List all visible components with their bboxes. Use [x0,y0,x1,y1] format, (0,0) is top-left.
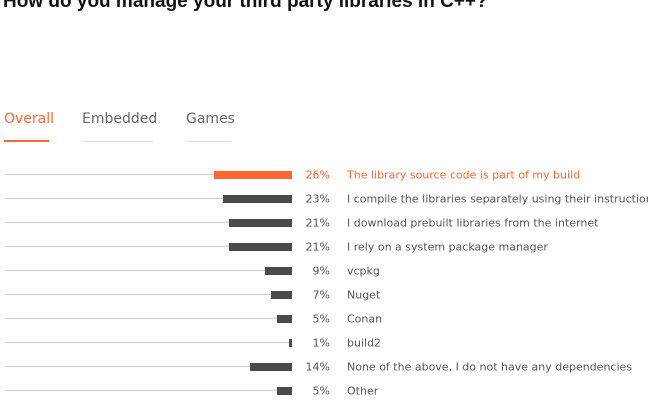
bar-value-label: 1% [313,337,330,350]
bar [277,387,292,395]
tab-embedded[interactable]: Embedded [82,108,158,142]
tab-overall-underline [4,140,49,142]
bar [229,243,292,251]
tab-bar: Overall Embedded Games [0,108,300,144]
category-label: I rely on a system package manager [347,241,548,254]
category-label: Conan [347,313,382,326]
bar-value-label: 21% [306,217,330,230]
bar [214,171,292,179]
bar [289,339,292,347]
category-label: I download prebuilt libraries from the i… [347,217,599,230]
bar [271,291,292,299]
tab-embedded-label: Embedded [82,111,158,127]
bar-value-label: 21% [306,241,330,254]
category-label: I compile the libraries separately using… [347,193,648,206]
bar [277,315,292,323]
tab-games-label: Games [186,111,235,127]
bar-value-label: 26% [306,169,330,182]
tab-embedded-underline [82,141,153,142]
tab-games[interactable]: Games [186,108,235,142]
tab-games-underline [186,141,231,142]
category-label: Nuget [347,289,381,302]
category-label: The library source code is part of my bu… [346,169,580,182]
tab-overall-label: Overall [4,111,55,127]
bar [250,363,292,371]
bar [229,219,292,227]
bar-value-label: 5% [313,385,330,398]
bar-value-label: 7% [313,289,330,302]
bar [223,195,292,203]
bar-value-label: 23% [306,193,330,206]
tab-overall[interactable]: Overall [4,108,55,142]
bar-value-label: 9% [313,265,330,278]
category-label: build2 [347,337,381,350]
bar-value-label: 14% [306,361,330,374]
category-label: vcpkg [347,265,380,278]
category-label: Other [347,385,379,398]
bar [265,267,292,275]
bar-value-label: 5% [313,313,330,326]
page-title: How do you manage your third party libra… [3,0,488,12]
category-label: None of the above, I do not have any dep… [347,361,632,374]
